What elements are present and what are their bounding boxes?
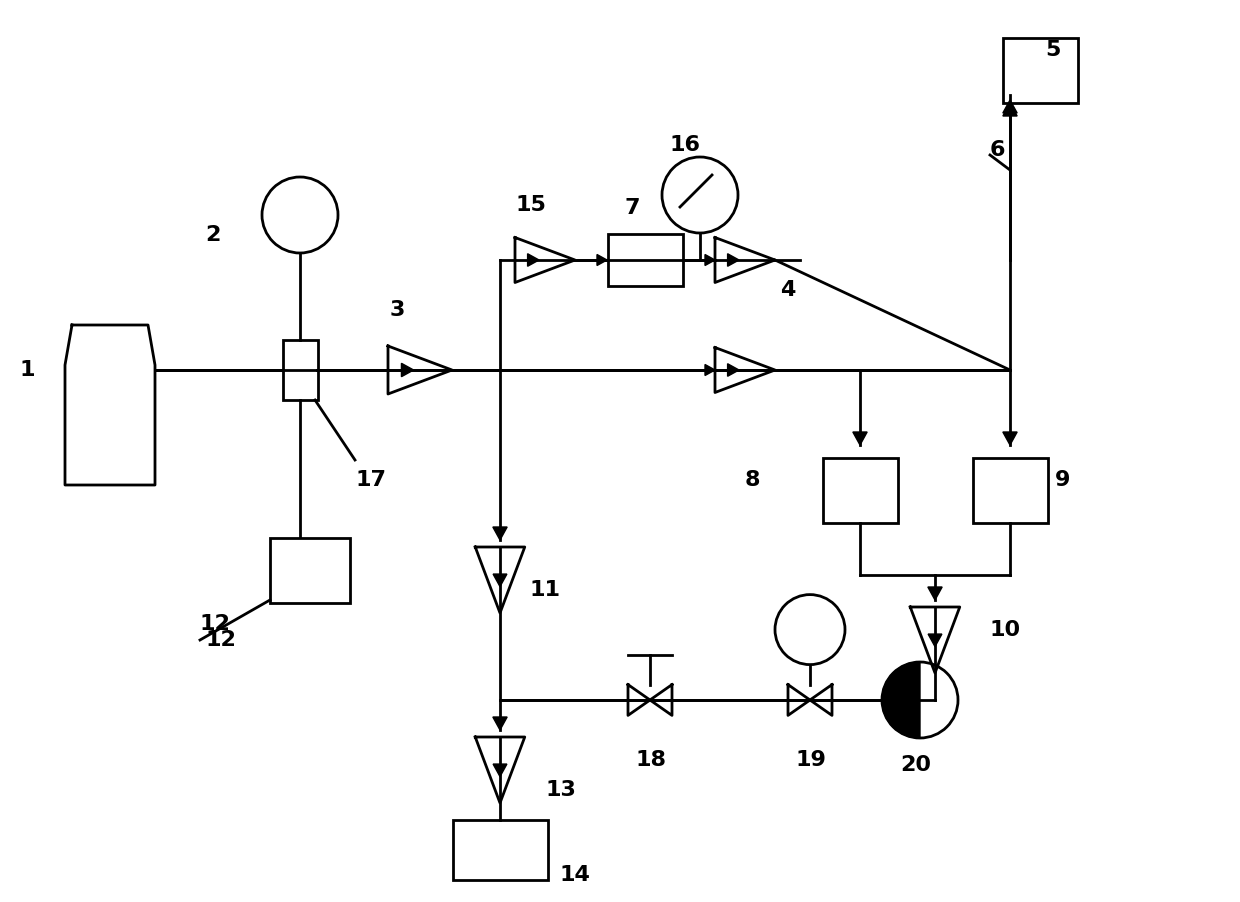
Polygon shape: [853, 432, 867, 445]
Bar: [270, 538, 350, 603]
Text: 16: 16: [670, 135, 701, 155]
Text: 8: 8: [745, 470, 760, 490]
Polygon shape: [492, 527, 507, 540]
Bar: [972, 457, 1048, 522]
Polygon shape: [402, 364, 414, 377]
Polygon shape: [494, 574, 507, 586]
Text: 1: 1: [20, 360, 36, 380]
Text: 2: 2: [205, 225, 221, 245]
Text: 12: 12: [205, 630, 236, 650]
Polygon shape: [1003, 103, 1017, 116]
Text: 19: 19: [795, 750, 826, 770]
Bar: [283, 340, 317, 400]
Bar: [822, 457, 898, 522]
Text: 14: 14: [560, 865, 591, 885]
Polygon shape: [1003, 432, 1017, 445]
Text: 11: 11: [529, 580, 560, 600]
Polygon shape: [728, 253, 739, 266]
Polygon shape: [706, 364, 715, 375]
Polygon shape: [928, 634, 942, 647]
Text: 9: 9: [1055, 470, 1070, 490]
Text: 10: 10: [990, 620, 1021, 640]
Polygon shape: [928, 587, 942, 600]
Text: 17: 17: [355, 470, 386, 490]
Text: 18: 18: [635, 750, 666, 770]
Bar: [1002, 38, 1078, 103]
Text: 4: 4: [780, 280, 795, 300]
Text: 5: 5: [1045, 40, 1060, 60]
Polygon shape: [706, 254, 715, 265]
Text: 15: 15: [515, 195, 546, 215]
Text: 12: 12: [200, 614, 231, 634]
Text: 3: 3: [391, 300, 405, 320]
Polygon shape: [882, 662, 920, 738]
Bar: [608, 234, 682, 286]
Polygon shape: [596, 254, 608, 265]
Polygon shape: [492, 717, 507, 730]
Text: 20: 20: [900, 755, 931, 775]
Polygon shape: [1003, 100, 1017, 113]
Text: 7: 7: [625, 198, 641, 218]
Text: 6: 6: [990, 140, 1006, 160]
Polygon shape: [527, 253, 539, 266]
Bar: [453, 820, 548, 880]
Text: 13: 13: [546, 780, 575, 800]
Polygon shape: [494, 764, 507, 777]
Polygon shape: [728, 364, 739, 376]
